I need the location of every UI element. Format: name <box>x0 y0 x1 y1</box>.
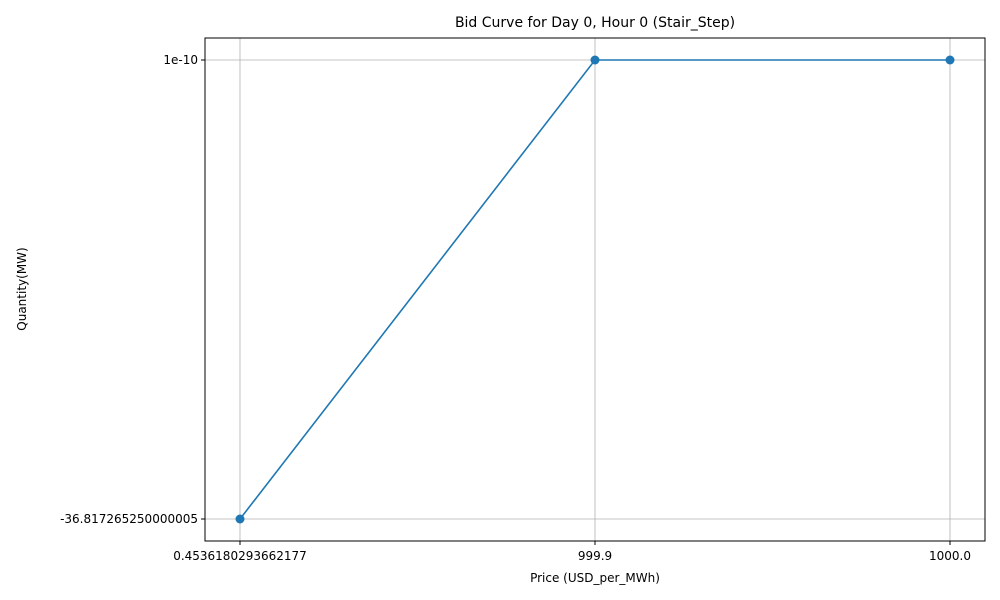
data-point <box>590 55 600 65</box>
chart-title: Bid Curve for Day 0, Hour 0 (Stair_Step) <box>455 15 735 31</box>
x-axis-label: Price (USD_per_MWh) <box>530 571 660 585</box>
y-tick-label: 1e-10 <box>163 53 198 67</box>
x-tick-label: 1000.0 <box>929 549 971 563</box>
y-tick-label: -36.817265250000005 <box>60 512 198 526</box>
data-point <box>235 514 245 524</box>
x-tick-label: 0.4536180293662177 <box>173 549 307 563</box>
series-layer <box>235 55 955 524</box>
y-axis-ticks: -36.817265250000005 1e-10 <box>60 53 205 526</box>
x-tick-label: 999.9 <box>578 549 612 563</box>
y-axis-label: Quantity(MW) <box>15 247 29 330</box>
data-point <box>945 55 955 65</box>
x-axis-ticks: 0.4536180293662177 999.9 1000.0 <box>173 541 971 563</box>
